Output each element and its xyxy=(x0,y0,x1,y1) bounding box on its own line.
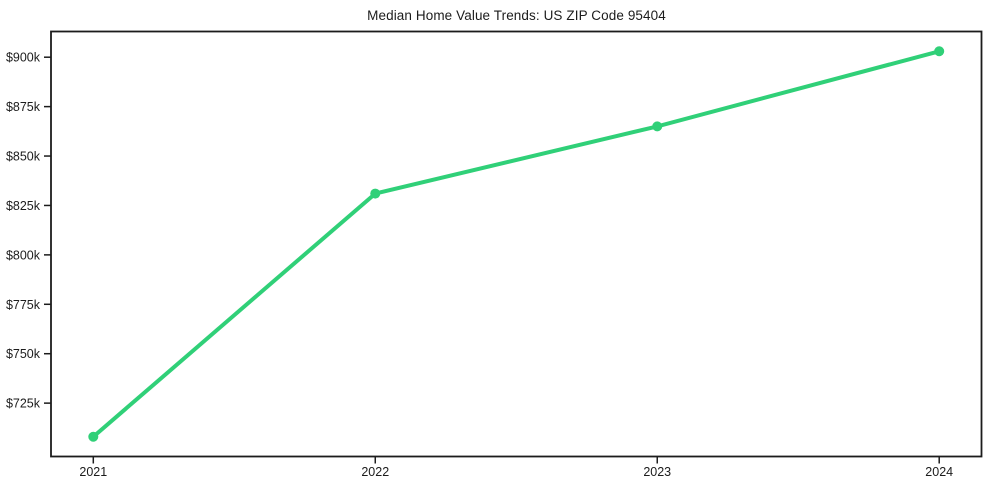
y-axis-tick-label: $875k xyxy=(6,100,41,114)
x-axis-tick-label: 2023 xyxy=(643,465,671,479)
trend-line xyxy=(91,49,942,439)
data-point-marker xyxy=(934,46,945,57)
data-point-marker xyxy=(652,121,663,132)
x-axis-tick-label: 2022 xyxy=(361,465,389,479)
x-axis-tick-label: 2024 xyxy=(925,465,953,479)
y-axis-tick-label: $900k xyxy=(6,51,41,65)
y-axis-tick-label: $775k xyxy=(6,298,41,312)
x-axis-tick-label: 2021 xyxy=(79,465,107,479)
y-axis-tick-label: $850k xyxy=(6,150,41,164)
data-point-marker xyxy=(88,431,99,442)
y-axis-tick-label: $825k xyxy=(6,199,41,213)
plot-border xyxy=(50,30,983,458)
y-axis-tick-label: $725k xyxy=(6,397,41,411)
data-point-marker xyxy=(370,188,381,199)
chart-title: Median Home Value Trends: US ZIP Code 95… xyxy=(367,8,666,23)
y-axis-tick-label: $750k xyxy=(6,347,41,361)
y-axis-tick-label: $800k xyxy=(6,248,41,262)
